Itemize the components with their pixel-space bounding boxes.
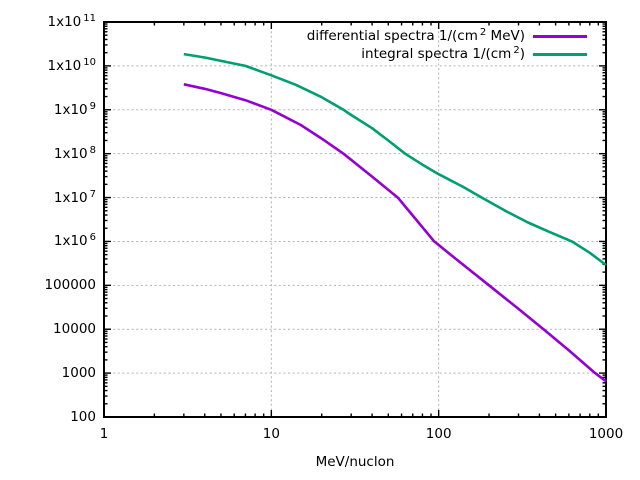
x-axis-title: MeV/nuclon (315, 454, 395, 470)
series-line-integral (183, 52, 607, 267)
plot-border (103, 21, 607, 418)
series-line-differential (183, 83, 607, 383)
grid-lines (104, 22, 606, 417)
axis-ticks (103, 21, 607, 418)
